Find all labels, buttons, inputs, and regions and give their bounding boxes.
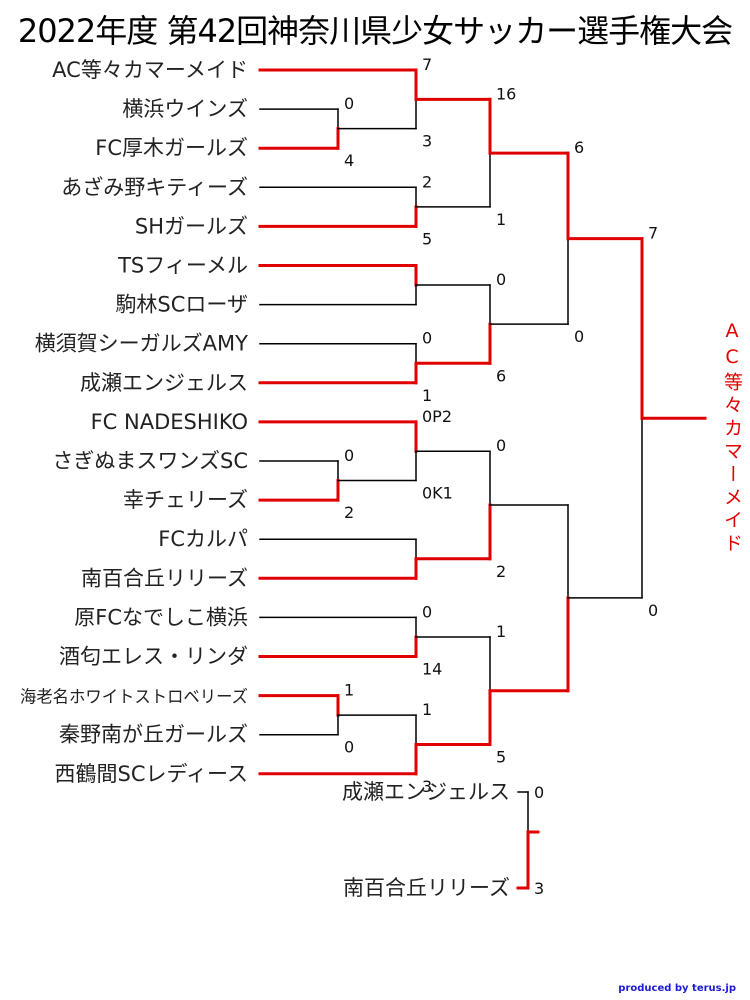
score-label: 1: [422, 386, 432, 405]
team-name: 西鶴間SCレディース: [55, 762, 248, 786]
team-name: FCカルパ: [158, 527, 248, 551]
team-name: 横浜ウインズ: [122, 97, 248, 121]
score-label: 0K1: [422, 484, 453, 503]
score-label: 0: [496, 436, 506, 455]
score-label: 2: [422, 172, 432, 191]
team-name: 幸チェリーズ: [123, 488, 248, 512]
score-label: 7: [422, 55, 432, 74]
score-label: 0: [496, 270, 506, 289]
score-label: 6: [496, 366, 506, 385]
score-label: 2: [344, 503, 354, 522]
score-label: 5: [422, 229, 432, 248]
team-name: AC等々カマーメイド: [52, 58, 248, 82]
score-label: 5: [496, 747, 506, 766]
score-label: 1: [422, 700, 432, 719]
team-name: 駒林SCローザ: [115, 293, 248, 317]
score-label: 6: [574, 138, 584, 157]
score-label: 14: [422, 660, 442, 679]
score-label: 0: [422, 602, 432, 621]
team-name: FC厚木ガールズ: [95, 136, 248, 160]
team-name: FC NADESHIKO: [91, 410, 248, 434]
third-place-team: 南百合丘リリーズ: [343, 876, 510, 900]
score-label: 7: [648, 224, 658, 243]
team-name: SHガールズ: [135, 214, 248, 238]
score-label: 0: [648, 601, 658, 620]
champion-label: AC等々カマーメイド: [721, 320, 743, 556]
team-name: あざみ野キティーズ: [61, 175, 248, 199]
score-label: 2: [496, 562, 506, 581]
score-label: 1: [496, 622, 506, 641]
team-name: 成瀬エンジェルス: [80, 371, 248, 395]
score-label: 0: [422, 329, 432, 348]
score-label: 1: [496, 210, 506, 229]
score-label: 0P2: [422, 407, 452, 426]
third-place-score: 0: [534, 783, 544, 802]
score-label: 16: [496, 84, 516, 103]
team-name: 南百合丘リリーズ: [81, 566, 248, 590]
score-label: 3: [422, 777, 432, 796]
third-place-team: 成瀬エンジェルス: [342, 780, 510, 804]
bracket-lines: [258, 68, 707, 776]
team-name: さぎぬまスワンズSC: [52, 449, 248, 473]
team-name: 横須賀シーガルズAMY: [35, 332, 248, 356]
team-name: 原FCなでしこ横浜: [74, 605, 248, 629]
score-label: 1: [344, 681, 354, 700]
score-label: 3: [422, 132, 432, 151]
credit-text: produced by terus.jp: [618, 983, 736, 994]
third-place-score: 3: [534, 879, 544, 898]
score-label: 0: [344, 94, 354, 113]
team-name: 酒匂エレス・リンダ: [59, 645, 248, 669]
team-name: 海老名ホワイトストロベリーズ: [20, 688, 248, 708]
score-label: 0: [574, 327, 584, 346]
team-name: 秦野南が丘ガールズ: [59, 723, 248, 747]
page-title: 2022年度 第42回神奈川県少女サッカー選手権大会: [17, 12, 733, 50]
score-labels: 0 4 0 2 1 0 7 3 2 5 0 1 0P2 0K1 0 14 1 3 16 1 0 6 0 2 1 5 6 0 7 0: [344, 55, 658, 796]
score-label: 4: [344, 151, 354, 170]
score-label: 0: [344, 446, 354, 465]
score-label: 0: [344, 738, 354, 757]
team-name: TSフィーメル: [117, 254, 248, 278]
